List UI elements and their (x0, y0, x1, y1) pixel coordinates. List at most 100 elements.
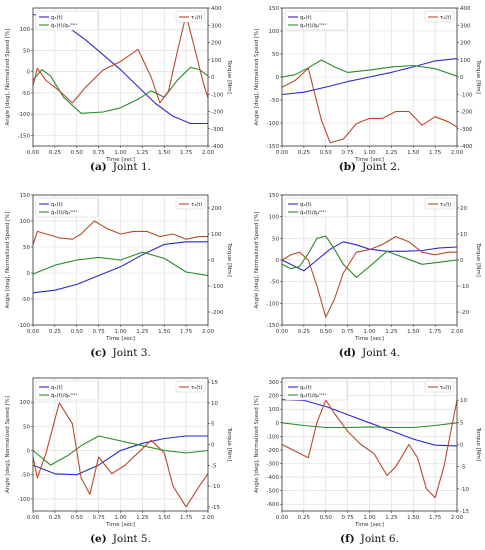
x-axis-label: Time [sec] (354, 522, 384, 528)
legend-label-speed: q̇₄(t)/q̇₄ᵐᵃˣ (300, 210, 327, 216)
x-tick-label: 1.75 (180, 515, 193, 521)
panel-caption: (e) Joint 5. (90, 533, 151, 545)
y-tick-label: -150 (267, 144, 280, 150)
x-tick-label: 2.00 (202, 150, 215, 156)
y-tick-label: -600 (267, 502, 280, 508)
caption-text: Joint 5. (112, 533, 151, 545)
y-tick-label: -100 (18, 112, 31, 118)
y-tick-label: 100 (20, 27, 31, 33)
y2-tick-label: 100 (211, 232, 222, 238)
y-tick-label: -50 (21, 297, 30, 303)
x-tick-label: 0.50 (320, 515, 333, 521)
chart-panel-6: 0.00 0.25 0.50 0.75 1.00 1.25 1.50 1.75 2.00 -600… (254, 378, 481, 545)
legend-left: q₅(t)q̇₅(t)/q̇₅ᵐᵃˣ (36, 381, 98, 400)
x-tick-label: 2.00 (451, 150, 464, 156)
x-axis-label: Time [sec] (354, 336, 384, 342)
y2-tick-label: 0 (211, 443, 215, 449)
y-tick-label: -50 (21, 91, 30, 97)
x-tick-label: 0.25 (49, 150, 62, 156)
legend-label-speed: q̇₁(t)/q̇₁ᵐᵃˣ (51, 23, 78, 29)
x-tick-label: 2.00 (451, 329, 464, 335)
x-tick-label: 1.00 (114, 150, 127, 156)
y-tick-label: 0 (27, 70, 31, 76)
x-tick-label: 1.75 (180, 150, 193, 156)
panel-caption: (c) Joint 3. (90, 347, 151, 359)
y-tick-label: -50 (21, 473, 30, 479)
y2-tick-label: 10 (211, 401, 218, 407)
legend-label-torque: τ₄(t) (440, 202, 452, 208)
y2-tick-label: 400 (460, 6, 471, 12)
y2-tick-label: 100 (211, 58, 222, 64)
y2-tick-label: 15 (211, 380, 218, 386)
y-tick-label: 100 (20, 400, 31, 406)
x-tick-label: 2.00 (202, 515, 215, 521)
y-tick-label: -100 (267, 301, 280, 307)
y-tick-label: -100 (267, 121, 280, 127)
y2-tick-label: 0 (460, 258, 464, 264)
y2-tick-label: -100 (460, 92, 473, 98)
y2-tick-label: -300 (211, 127, 224, 133)
x-tick-label: 0.00 (27, 515, 40, 521)
chart-panel-5: 0.00 0.25 0.50 0.75 1.00 1.25 1.50 1.75 2.00-100… (5, 378, 232, 545)
legend-left: q₂(t)q̇₂(t)/q̇₂ᵐᵃˣ (285, 11, 347, 30)
y-tick-label: 50 (272, 52, 279, 58)
x-tick-label: 1.00 (363, 150, 376, 156)
x-tick-label: 1.25 (385, 515, 398, 521)
y-tick-label: 300 (269, 380, 280, 386)
x-tick-label: 1.25 (136, 150, 149, 156)
caption-letter: (a) (90, 161, 107, 173)
panel-caption: (a) Joint 1. (90, 161, 151, 173)
legend-label-torque: τ₆(t) (440, 385, 452, 391)
y2-axis-label: Torque [Nm] (475, 59, 481, 94)
y2-tick-label: -10 (211, 484, 220, 490)
y-tick-label: 100 (20, 219, 31, 225)
legend-right: τ₅(t) (176, 381, 205, 392)
x-tick-label: 0.50 (71, 515, 84, 521)
y-tick-label: -500 (267, 489, 280, 495)
legend-label-speed: q̇₆(t)/q̇₆ᵐᵃˣ (300, 393, 327, 399)
x-tick-label: 0.75 (342, 329, 355, 335)
caption-text: Joint 2. (361, 161, 400, 173)
y2-tick-label: -5 (460, 465, 466, 471)
y-tick-label: -150 (18, 133, 31, 139)
x-tick-label: 1.00 (114, 515, 127, 521)
y2-tick-label: -300 (460, 127, 473, 133)
y-axis-label: Angle [deg], Normalized Speed [%] (254, 212, 260, 309)
x-axis-label: Time [sec] (105, 336, 135, 342)
x-tick-label: 0.25 (49, 515, 62, 521)
x-tick-label: 1.25 (136, 329, 149, 335)
legend-label-angle: q₂(t) (300, 15, 312, 21)
y-tick-label: 150 (269, 6, 280, 12)
x-tick-label: 1.50 (407, 329, 420, 335)
x-tick-label: 0.50 (71, 150, 84, 156)
y-tick-label: 200 (269, 394, 280, 400)
y2-tick-label: -10 (460, 487, 469, 493)
panel-caption: (f) Joint 6. (340, 533, 399, 545)
y2-tick-label: -5 (211, 463, 217, 469)
y-tick-label: 50 (23, 245, 30, 251)
chart-panel-2: 0.00 0.25 0.50 0.75 1.00 1.25 1.50 1.75 2.00 -150… (254, 6, 481, 173)
y-tick-label: -100 (18, 323, 31, 329)
x-tick-label: 1.50 (407, 515, 420, 521)
y2-tick-label: -400 (211, 144, 224, 150)
y-tick-label: -400 (267, 475, 280, 481)
x-tick-label: 1.50 (407, 150, 420, 156)
legend-label-torque: τ₅(t) (191, 385, 203, 391)
y2-tick-label: 400 (211, 6, 222, 12)
x-tick-label: 1.25 (385, 329, 398, 335)
legend-label-torque: τ₂(t) (440, 15, 452, 21)
x-tick-label: 0.75 (93, 515, 106, 521)
legend-left: q₃(t)q̇₃(t)/q̇₃ᵐᵃˣ (36, 198, 98, 217)
caption-letter: (b) (339, 161, 356, 173)
legend-label-angle: q₁(t) (51, 15, 63, 21)
x-tick-label: 0.25 (49, 329, 62, 335)
y-tick-label: -100 (18, 497, 31, 503)
y2-tick-label: -15 (211, 505, 220, 511)
legend-right: τ₆(t) (425, 381, 454, 392)
y-axis-label: Angle [deg], Normalized Speed [%] (254, 29, 260, 126)
legend-right: τ₂(t) (425, 11, 454, 22)
x-tick-label: 1.50 (158, 515, 171, 521)
legend-left: q₄(t) q̇₄(t)/q̇₄ᵐᵃˣ (285, 198, 347, 217)
y-tick-label: 0 (276, 421, 280, 427)
x-tick-label: 1.25 (385, 150, 398, 156)
